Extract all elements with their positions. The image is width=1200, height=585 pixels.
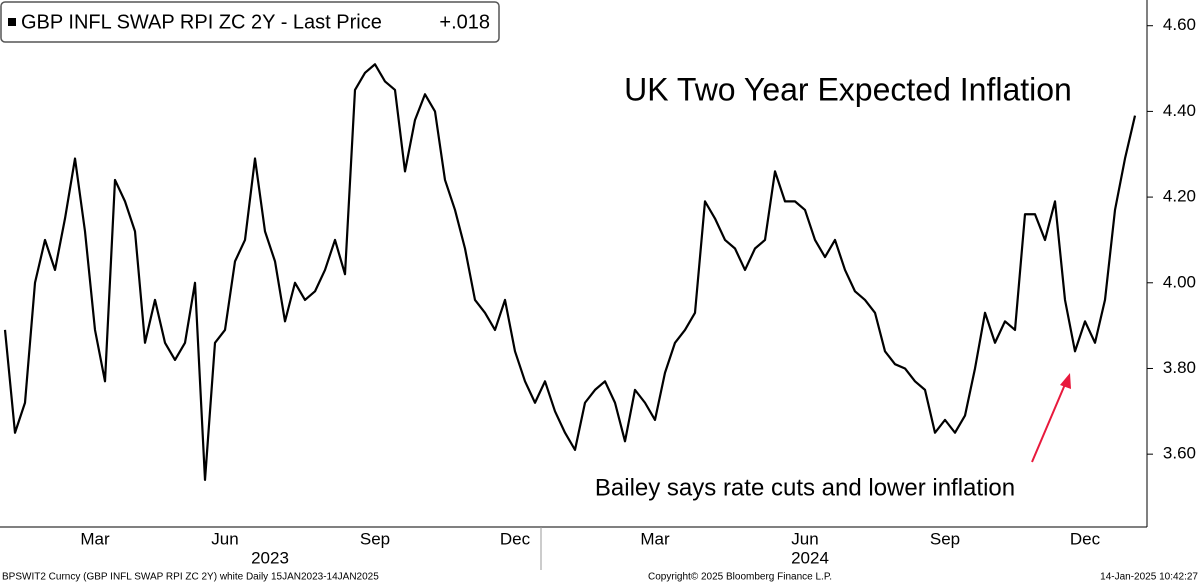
- chart-title: UK Two Year Expected Inflation: [624, 71, 1072, 107]
- annotation-arrow: [1031, 381, 1067, 463]
- footer-right: 14-Jan-2025 10:42:27: [1100, 572, 1198, 583]
- annotation: Bailey says rate cuts and lower inflatio…: [595, 474, 1015, 501]
- x-tick-label: Sep: [930, 529, 960, 548]
- year-label: 2024: [791, 548, 829, 567]
- legend-swatch: [8, 18, 16, 26]
- x-tick-label: Jun: [211, 529, 238, 548]
- legend: GBP INFL SWAP RPI ZC 2Y - Last Price +.0…: [0, 1, 500, 43]
- x-tick-label: Jun: [791, 529, 818, 548]
- x-tick-label: Mar: [640, 529, 670, 548]
- y-tick-label: 3.80: [1163, 358, 1196, 377]
- x-tick-label: Mar: [80, 529, 110, 548]
- y-tick-label: 4.20: [1163, 187, 1196, 206]
- footer-left: BPSWIT2 Curncy (GBP INFL SWAP RPI ZC 2Y)…: [2, 572, 379, 583]
- legend-box: [0, 1, 500, 43]
- legend-value: +.018: [439, 11, 490, 33]
- y-tick-label: 4.40: [1163, 101, 1196, 120]
- x-tick-label: Dec: [1070, 529, 1101, 548]
- x-tick-label: Dec: [500, 529, 531, 548]
- line-series: [3, 63, 1137, 481]
- y-tick-label: 4.00: [1163, 272, 1196, 291]
- legend-label: GBP INFL SWAP RPI ZC 2Y - Last Price: [21, 11, 382, 33]
- annotation-arrowhead: [1060, 373, 1071, 389]
- y-tick-label: 3.60: [1163, 444, 1196, 463]
- footer-center: Copyright© 2025 Bloomberg Finance L.P.: [648, 572, 832, 583]
- year-label: 2023: [251, 548, 289, 567]
- x-tick-label: Sep: [360, 529, 390, 548]
- y-tick-label: 4.60: [1163, 15, 1196, 34]
